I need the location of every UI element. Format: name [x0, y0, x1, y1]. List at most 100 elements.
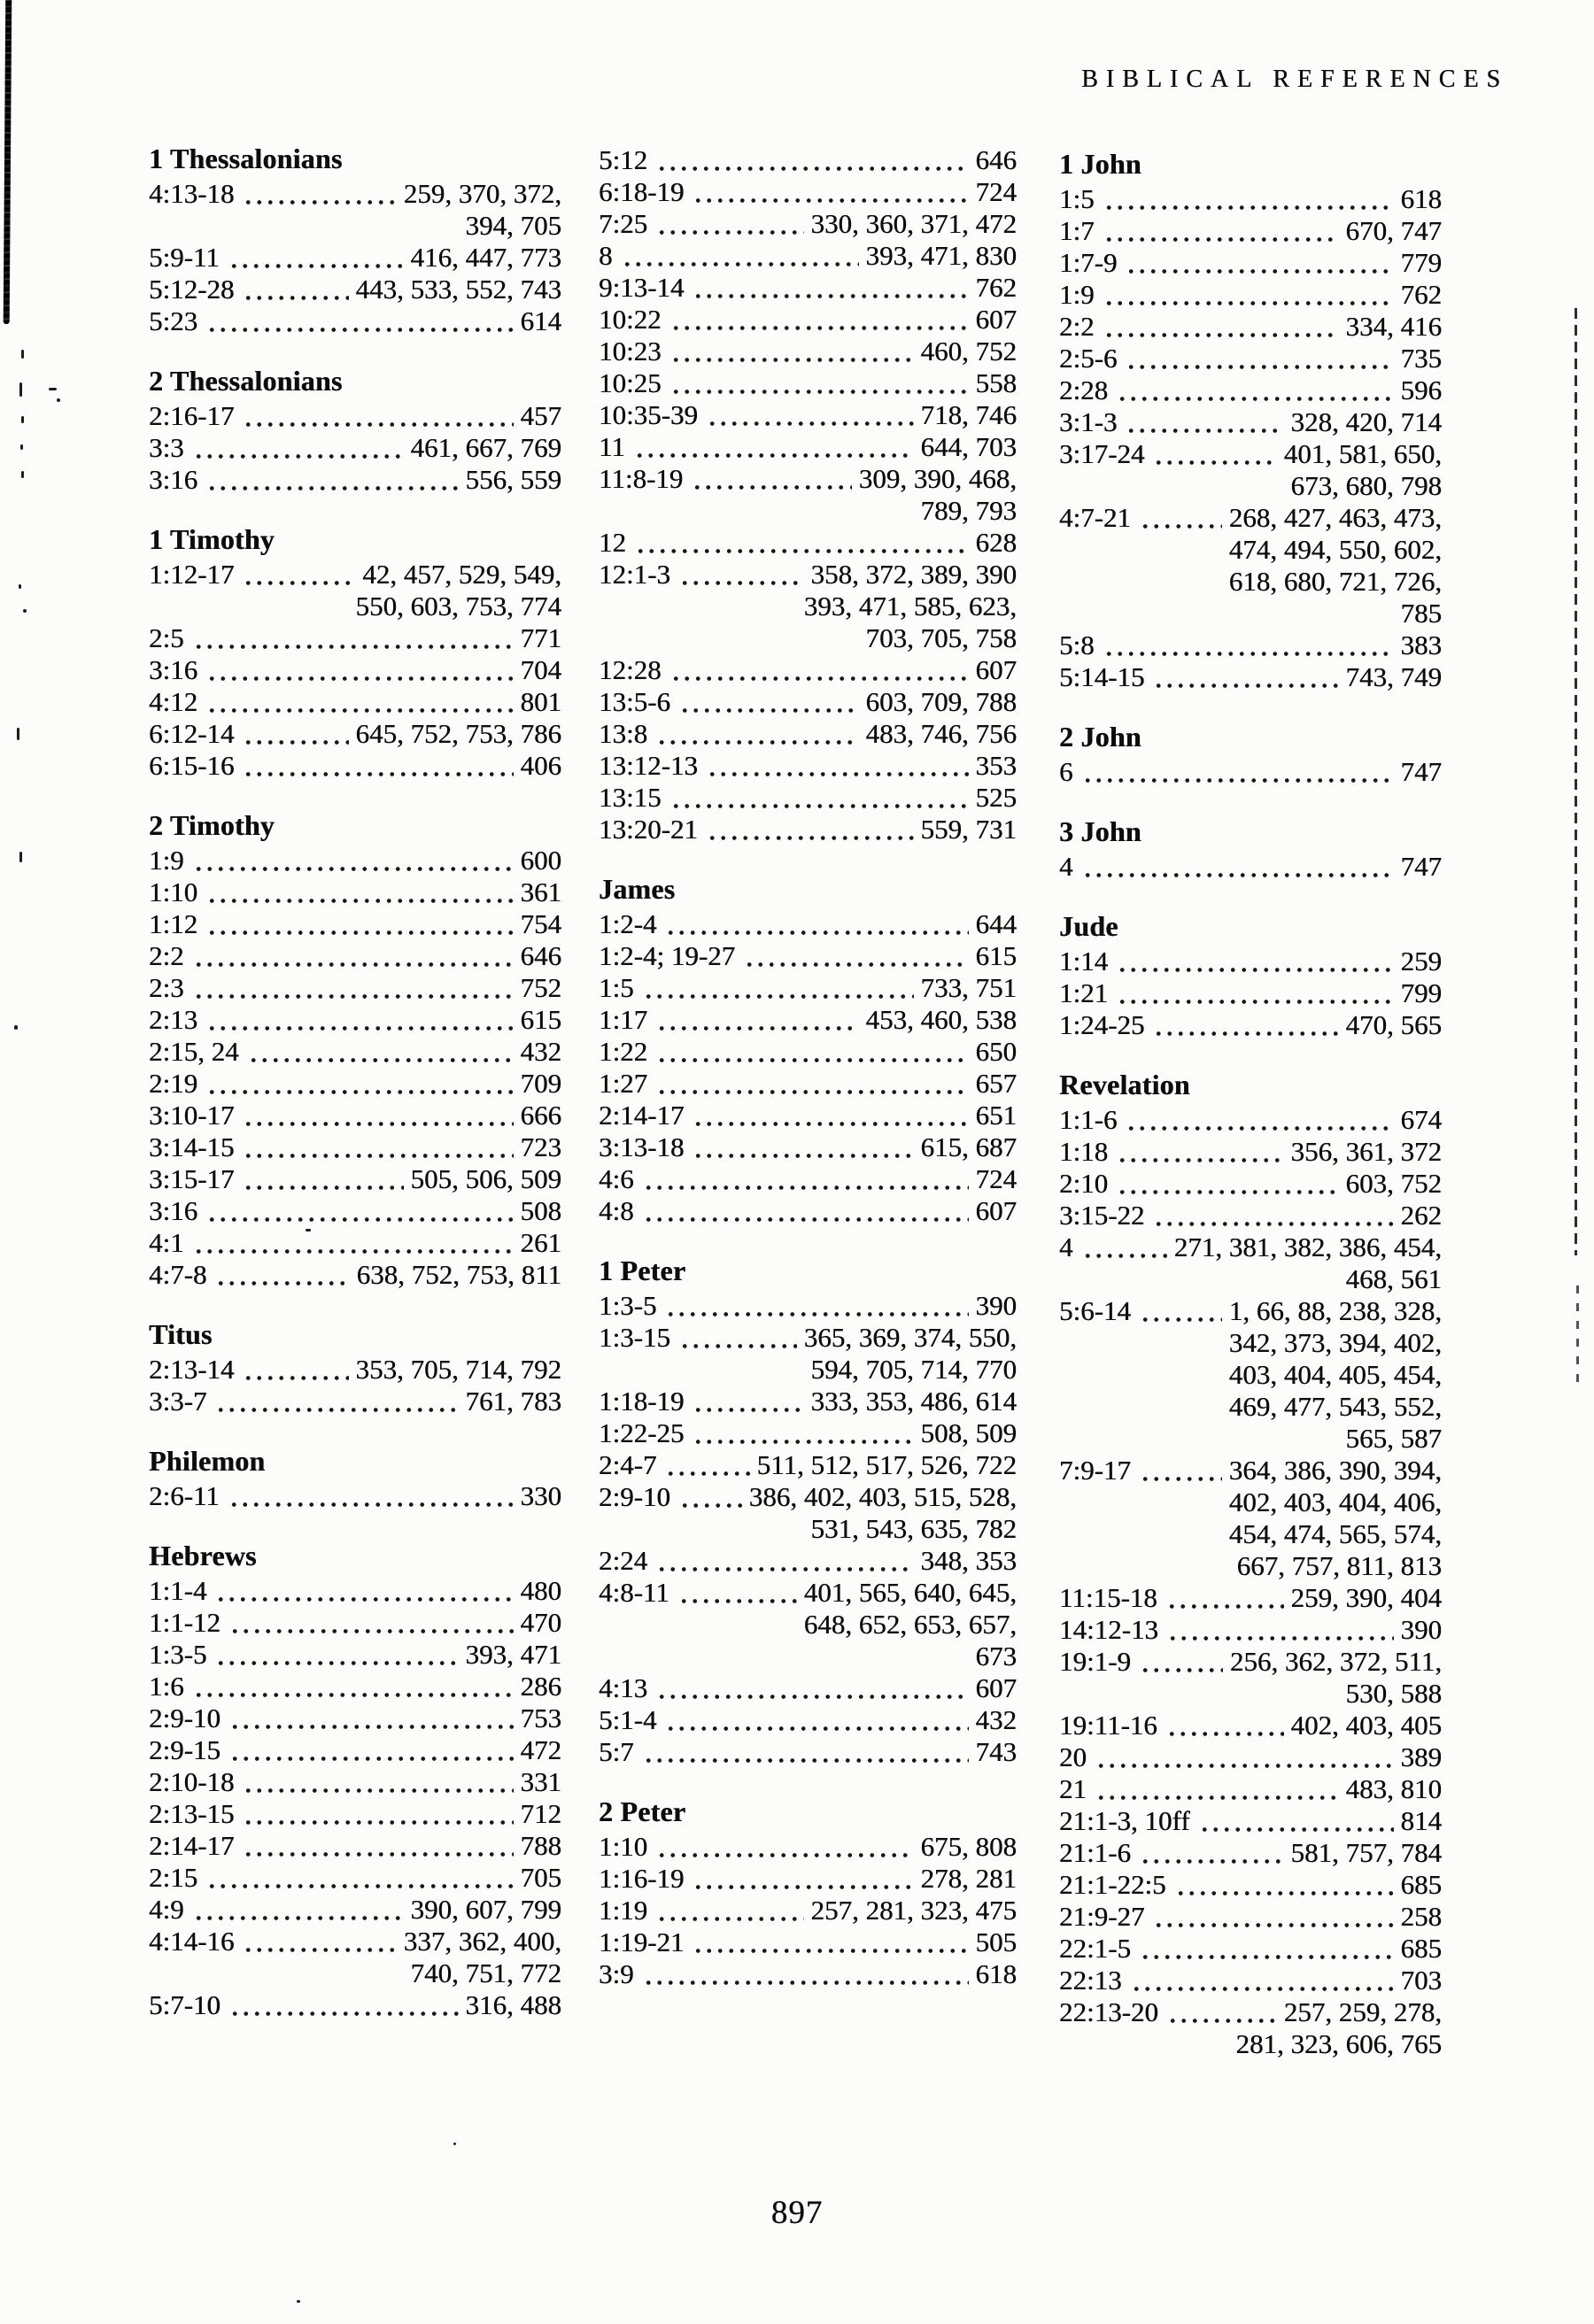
- dot-leader: [228, 1757, 514, 1761]
- dot-leader: [1126, 269, 1394, 274]
- index-entry: 21 483, 810: [1059, 1773, 1442, 1805]
- index-entry: 13:12-13 353: [599, 750, 1017, 782]
- page-numbers: 461, 667, 769: [410, 432, 562, 463]
- verse-ref: 21:9-27: [1059, 1901, 1145, 1932]
- index-entry: 1:5 733, 751: [599, 972, 1017, 1004]
- dot-leader: [1103, 301, 1394, 305]
- index-entry: 3:14-15 723: [149, 1131, 561, 1163]
- page-numbers: 390: [1400, 1614, 1443, 1645]
- book-heading: 1 John: [1059, 148, 1141, 180]
- dot-leader: [669, 358, 914, 362]
- index-entry: 19:11-16 402, 403, 405: [1059, 1710, 1442, 1741]
- dot-leader: [642, 1980, 969, 1985]
- index-entry: 6:12-14 645, 752, 753, 786: [149, 718, 561, 750]
- page-numbers: 718, 746: [920, 399, 1018, 430]
- page-numbers: 470, 565: [1345, 1009, 1443, 1040]
- index-entry: 10:25 558: [599, 367, 1017, 399]
- page-numbers: 799: [1400, 977, 1443, 1008]
- index-entry: 2:5 771: [149, 622, 561, 654]
- page-numbers: 646: [520, 940, 562, 971]
- page-numbers: 733, 751: [920, 972, 1018, 1003]
- dot-leader: [243, 581, 356, 585]
- dot-leader: [1117, 968, 1394, 972]
- page-numbers: 453, 460, 538: [865, 1004, 1018, 1035]
- page-numbers: 257, 259, 278,: [1283, 1996, 1442, 2027]
- dot-leader: [692, 485, 852, 490]
- page-numbers: 525: [975, 782, 1018, 813]
- scan-speck: [297, 2300, 300, 2303]
- verse-ref: 2:13-14: [149, 1354, 235, 1385]
- verse-ref: 2:16-17: [149, 400, 235, 431]
- verse-ref: 2:4-7: [599, 1449, 657, 1480]
- index-section: 1 Timothy 1:12-17 42, 457, 529, 549, 550, 6…: [149, 522, 561, 782]
- verse-ref: 2:10-18: [149, 1766, 235, 1797]
- index-entry: 3:16 556, 559: [149, 464, 561, 496]
- page-numbers: 42, 457, 529, 549,: [362, 559, 561, 590]
- page-numbers: 406: [520, 750, 562, 781]
- index-entry: 6:18-19 724: [599, 176, 1017, 208]
- index-entry: 3:16 704: [149, 654, 561, 686]
- dot-leader: [744, 962, 969, 967]
- index-entry: 4:7-21 268, 427, 463, 473, 474, 494, 550, …: [1059, 502, 1442, 629]
- dot-leader: [665, 1726, 969, 1731]
- dot-leader: [642, 994, 914, 999]
- dot-leader: [243, 1948, 397, 1952]
- dot-leader: [656, 1090, 969, 1094]
- index-entry: 3:9 618: [599, 1958, 1017, 1990]
- verse-ref: 4:9: [149, 1894, 184, 1925]
- dot-leader: [642, 1758, 969, 1763]
- dot-leader: [206, 676, 514, 681]
- page-numbers: 735: [1400, 343, 1443, 374]
- page-numbers: 480: [520, 1575, 562, 1606]
- index-entry: 5:6-14 1, 66, 88, 238, 328, 342, 373, 394,…: [1059, 1295, 1442, 1455]
- verse-ref: 13:12-13: [599, 750, 698, 781]
- verse-ref: 1:18: [1059, 1136, 1109, 1167]
- dot-leader: [206, 899, 514, 903]
- page-numbers: 645, 752, 753, 786: [355, 718, 562, 749]
- verse-ref: 3:16: [149, 464, 198, 495]
- verse-ref: 1:3-5: [149, 1639, 207, 1670]
- dot-leader: [228, 1502, 514, 1507]
- book-heading: Revelation: [1059, 1069, 1190, 1100]
- page-numbers-cont: 789, 793: [920, 495, 1018, 526]
- dot-leader: [228, 1725, 514, 1729]
- running-header-title: BIBLICAL REFERENCES: [1081, 66, 1508, 93]
- verse-ref: 7:25: [599, 208, 648, 239]
- page-numbers: 596: [1400, 374, 1443, 405]
- index-entry: 5:23 614: [149, 305, 561, 337]
- dot-leader: [1126, 365, 1394, 369]
- page-numbers: 262: [1400, 1200, 1443, 1231]
- dot-leader: [192, 454, 404, 459]
- verse-ref: 1:1-12: [149, 1607, 221, 1638]
- dot-leader: [656, 1917, 804, 1921]
- page-numbers-cont: 469, 477, 543, 552,: [1228, 1391, 1442, 1422]
- dot-leader: [243, 1788, 514, 1793]
- dot-leader: [1103, 237, 1339, 242]
- page-numbers: 316, 488: [465, 1989, 562, 2020]
- dot-leader: [693, 1440, 914, 1444]
- index-entry: 1:1-4 480: [149, 1575, 561, 1607]
- dot-leader: [1139, 1955, 1394, 1959]
- page-numbers: 330: [520, 1480, 562, 1511]
- index-entry: 2:28 596: [1059, 374, 1442, 406]
- verse-ref: 1:2-4: [599, 908, 657, 939]
- verse-ref: 1:14: [1059, 946, 1109, 977]
- verse-ref: 4: [1059, 851, 1073, 882]
- page-numbers-cont: 667, 757, 811, 813: [1236, 1550, 1442, 1581]
- index-entry: 2:13 615: [149, 1004, 561, 1036]
- dot-leader: [665, 1471, 750, 1476]
- dot-leader: [215, 1597, 514, 1602]
- verse-ref: 13:5-6: [599, 686, 670, 717]
- page-numbers: 600: [520, 845, 562, 876]
- verse-ref: 3:14-15: [149, 1131, 235, 1162]
- index-entry: 2:2 646: [149, 940, 561, 972]
- page-numbers: 309, 390, 468,: [858, 463, 1017, 494]
- index-entry: 10:23 460, 752: [599, 336, 1017, 367]
- scan-artifact-right-line: [1575, 308, 1577, 1255]
- scan-speck: [19, 852, 22, 862]
- dot-leader: [1103, 652, 1394, 656]
- page-numbers-cont: 403, 404, 405, 454,: [1228, 1359, 1442, 1390]
- index-entry: 1:12-17 42, 457, 529, 549, 550, 603, 753, …: [149, 559, 561, 622]
- dot-leader: [1081, 1254, 1167, 1258]
- page-numbers: 271, 381, 382, 386, 454,: [1173, 1231, 1442, 1262]
